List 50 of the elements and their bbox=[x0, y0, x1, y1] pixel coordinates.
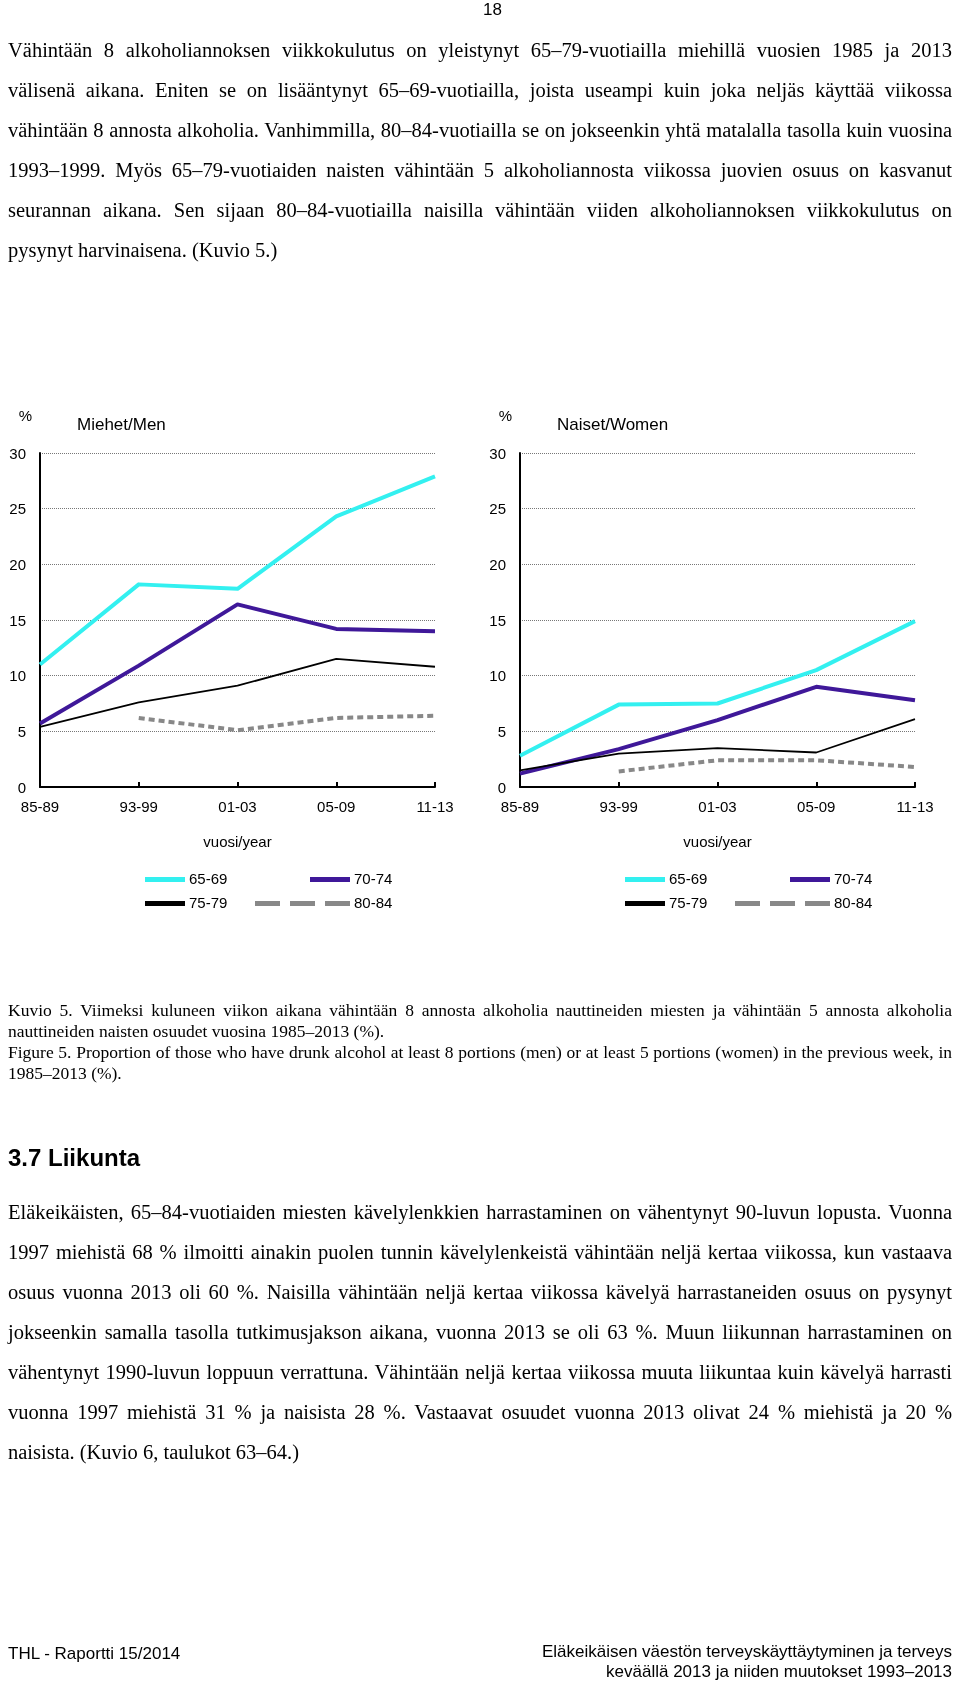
line-series bbox=[518, 684, 917, 776]
x-axis-title: vuosi/year bbox=[683, 833, 752, 850]
x-tick-label: 01-03 bbox=[698, 798, 737, 815]
text: THL - Raportti 15/2014 bbox=[8, 1644, 181, 1664]
legend-label: 70-74 bbox=[354, 870, 393, 888]
legend-label: 70-74 bbox=[834, 870, 873, 888]
text: Eläkeikäisen väestön terveyskäyttäytyminen ja terveys keväällä 2013 ja niiden muutokset 1993–2013 bbox=[540, 1642, 952, 1682]
y-axis-title: % bbox=[498, 407, 512, 424]
legend-label: 65-69 bbox=[669, 870, 708, 888]
y-tick-label: 30 bbox=[489, 444, 506, 462]
y-tick-label: 25 bbox=[9, 500, 26, 518]
text: Vähintään 8 alkoholiannoksen viikkokulutus on yleistynyt 65–79-vuotiailla miehillä vuosien 1985 ja 2013 välisenä aikana. Eniten se on lisääntynyt 65–69-vuotiailla, joista useampi kuin joka neljäs käyttää viikossa vähintään 8 annosta alkoholia. Vanhimmilla, 80–84-vuotiailla se on jokseenkin yhtä matalalla tasolla kuin vuosina 1993–1999. Myös 65–79-vuotiaiden naisten vähintään 5 alkoholiannosta viikossa juovien osuus on kasvanut seurannan aikana. Sen sijaan 80–84-vuotiailla naisilla vähintään viiden alkoholiannoksen viikkokulutus on pysynyt harvinaisena. (Kuvio 5.) bbox=[8, 38, 952, 264]
legend-label: 80-84 bbox=[354, 894, 393, 912]
chart-title: Miehet/Men bbox=[77, 415, 166, 434]
x-axis-title: vuosi/year bbox=[203, 833, 272, 850]
line-series bbox=[38, 602, 437, 726]
y-tick-label: 25 bbox=[489, 500, 506, 518]
y-axis-title: % bbox=[18, 407, 32, 424]
legend-label: 65-69 bbox=[189, 870, 228, 888]
x-tick-label: 85-89 bbox=[20, 798, 60, 815]
x-tick-label: 05-09 bbox=[797, 798, 836, 815]
y-tick-label: 15 bbox=[489, 611, 506, 629]
x-tick-label: 85-89 bbox=[500, 798, 540, 815]
chart-title: Naiset/Women bbox=[557, 415, 669, 434]
x-tick-label: 05-09 bbox=[317, 798, 356, 815]
line-series bbox=[38, 474, 437, 667]
x-tick-label: 11-13 bbox=[416, 798, 454, 815]
y-tick-label: 0 bbox=[497, 778, 506, 796]
y-tick-label: 10 bbox=[489, 667, 506, 685]
line-series bbox=[518, 619, 917, 758]
x-tick-label: 93-99 bbox=[599, 798, 638, 815]
text: 3.7 Liikunta bbox=[8, 1144, 142, 1172]
y-tick-label: 20 bbox=[9, 555, 26, 573]
x-tick-label: 93-99 bbox=[119, 798, 158, 815]
y-tick-label: 15 bbox=[9, 611, 26, 629]
legend-label: 75-79 bbox=[669, 894, 708, 912]
y-tick-label: 5 bbox=[497, 722, 506, 740]
legend-label: 75-79 bbox=[189, 894, 228, 912]
y-tick-label: 30 bbox=[9, 444, 26, 462]
x-tick-label: 11-13 bbox=[896, 798, 934, 815]
caption: Figure 5. Proportion of those who have drunk alcohol at least 8 portions (men) or at least 5 portions (women) in the previous week, in 1985–2013 (%). bbox=[8, 1042, 952, 1084]
legend-label: 80-84 bbox=[834, 894, 873, 912]
y-tick-label: 10 bbox=[9, 667, 26, 685]
text: 18 bbox=[482, 0, 503, 20]
x-tick-label: 01-03 bbox=[218, 798, 257, 815]
y-tick-label: 5 bbox=[17, 722, 26, 740]
y-tick-label: 0 bbox=[17, 778, 26, 796]
y-tick-label: 20 bbox=[489, 555, 506, 573]
text: Eläkeikäisten, 65–84-vuotiaiden miesten kävelylenkkien harrastaminen on vähentynyt 90-luvun lopusta. Vuonna 1997 miehistä 68 % ilmoitti ainakin puolen tunnin kävelylenkeistä vähintään neljä kertaa viikossa, kun vastaava osuus vuonna 2013 oli 60 %. Naisilla vähintään neljä kertaa viikossa kävelyä harrastaneiden osuus on pysynyt jokseenkin samalla tasolla tutkimusjakson aikana, vuonna 2013 se oli 63 %. Muun liikunnan harrastaminen on vähentynyt 1990-luvun loppuun verrattuna. Vähintään neljä kertaa viikossa muuta liikuntaa kuin kävelyä harrasti vuonna 1997 miehistä 31 % ja naisista 28 %. Vastaavat osuudet vuonna 2013 olivat 24 % miehistä ja 20 % naisista. (Kuvio 6, taulukot 63–64.) bbox=[8, 1200, 952, 1466]
text: Kuvio 5. Viimeksi kuluneen viikon aikana vähintään 8 annosta alkoholia nauttineiden miesten ja vähintään 5 annosta alkoholia nauttineiden naisten osuudet vuosina 1985–2013 (%). bbox=[8, 1000, 952, 1042]
